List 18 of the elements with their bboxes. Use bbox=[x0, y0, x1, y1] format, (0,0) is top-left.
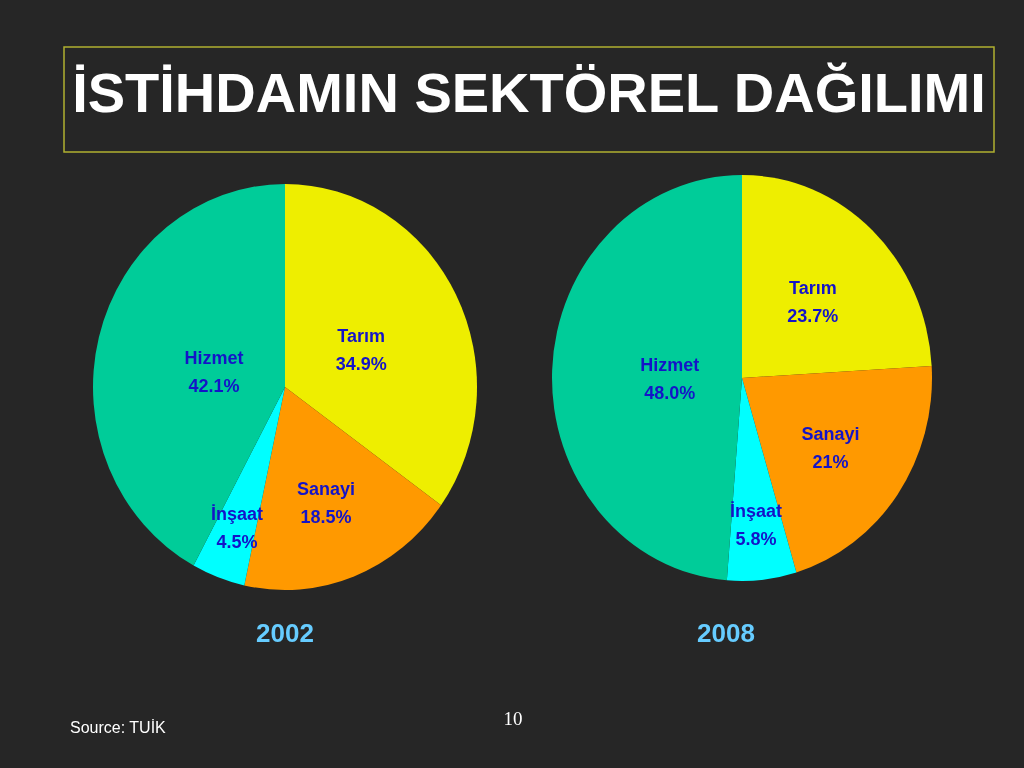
data-label: 42.1% bbox=[188, 376, 240, 396]
source-note: Source: TUİK bbox=[70, 718, 167, 736]
data-label: 23.7% bbox=[787, 305, 839, 326]
text: 2008 bbox=[697, 618, 755, 648]
slice-label: Sanayi bbox=[801, 424, 860, 445]
slice-label: Tarım bbox=[337, 325, 385, 346]
data-label: 5.8% bbox=[735, 528, 777, 549]
text: İSTİHDAMIN SEKTÖREL DAĞILIMI bbox=[72, 61, 986, 124]
text: 2002 bbox=[256, 618, 314, 648]
data-label: 48.0% bbox=[644, 382, 696, 403]
data-label: 18.5% bbox=[300, 507, 352, 528]
slice-label: Sanayi bbox=[296, 479, 355, 500]
slice-label: Tarım bbox=[788, 277, 837, 298]
slice-label: Hizmet bbox=[640, 354, 700, 375]
data-label: 21% bbox=[812, 452, 849, 473]
slice-label: Hizmet bbox=[184, 348, 244, 368]
text: 10 bbox=[503, 708, 523, 729]
data-label: 34.9% bbox=[335, 353, 387, 374]
